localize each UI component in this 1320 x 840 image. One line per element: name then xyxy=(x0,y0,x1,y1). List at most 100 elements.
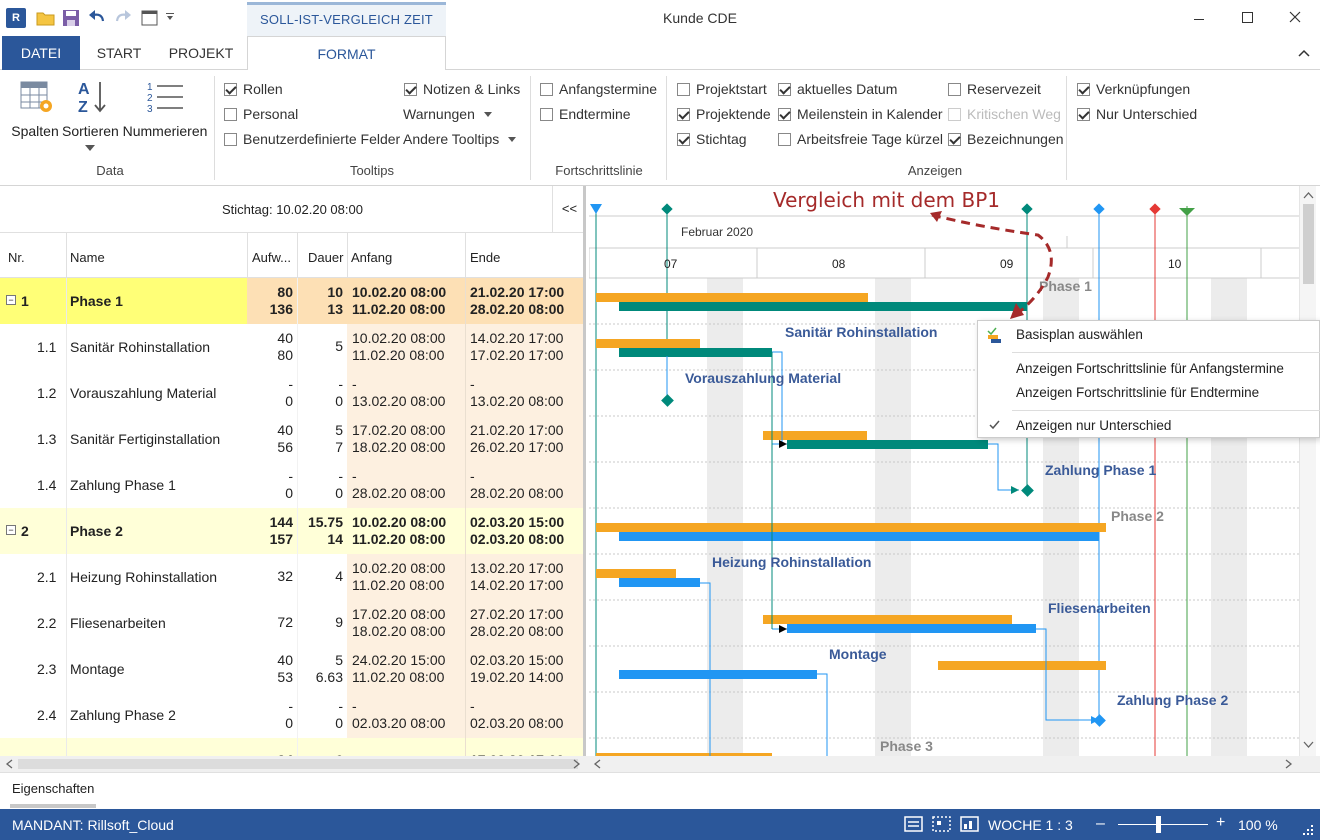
expand-toggle[interactable]: − xyxy=(6,295,16,305)
checkbox-projektstart[interactable]: Projektstart xyxy=(677,79,767,99)
chart-view-icon[interactable] xyxy=(960,815,980,833)
zoom-in-button[interactable]: + xyxy=(1216,814,1226,831)
app-icon[interactable]: R xyxy=(6,8,26,28)
menu-nur-unterschied[interactable]: Anzeigen nur Unterschied xyxy=(1016,418,1172,433)
checkbox-projektende[interactable]: Projektende xyxy=(677,104,771,124)
checkbox-endtermine[interactable]: Endtermine xyxy=(540,104,631,124)
table-row[interactable]: 2.1 Heizung Rohinstallation 32 4 10.02.20 08… xyxy=(0,554,583,600)
dependency-link xyxy=(772,351,783,444)
table-row[interactable]: 2.2 Fliesenarbeiten 72 9 17.02.20 08:00 18.02… xyxy=(0,600,583,646)
horizontal-scrollbar[interactable] xyxy=(0,756,1320,772)
table-row[interactable]: 24 6 17.02.20 17:00 xyxy=(0,738,583,756)
warnungen-dropdown[interactable]: Warnungen xyxy=(403,104,492,124)
col-divider xyxy=(297,462,298,508)
col-divider xyxy=(465,646,466,692)
col-header-dauer[interactable]: Dauer xyxy=(308,250,344,265)
table-row[interactable]: −1 Phase 1 80 136 10 13 10.02.20 08:00 11.02.20… xyxy=(0,278,583,324)
dependency-link xyxy=(988,443,1019,491)
col-header-nr[interactable]: Nr. xyxy=(8,250,25,265)
dauer-plan: 15.75 xyxy=(307,513,343,530)
grid-scroll-track[interactable] xyxy=(18,759,578,769)
col-header-name[interactable]: Name xyxy=(70,250,105,265)
checkbox-rollen[interactable]: Rollen xyxy=(224,79,283,99)
scroll-thumb[interactable] xyxy=(1303,204,1314,284)
save-icon[interactable] xyxy=(62,9,80,27)
spalten-button[interactable]: Spalten xyxy=(10,76,60,146)
cell-name: Montage xyxy=(70,661,125,677)
checkbox-personal[interactable]: Personal xyxy=(224,104,298,124)
minimize-button[interactable] xyxy=(1184,8,1214,28)
dauer-plan: 10 xyxy=(327,283,343,300)
collapse-ribbon-icon[interactable] xyxy=(1298,48,1310,58)
checkbox-bezeichnungen[interactable]: Bezeichnungen xyxy=(948,129,1064,149)
checkbox-anfangstermine[interactable]: Anfangstermine xyxy=(540,79,657,99)
table-row[interactable]: 1.4 Zahlung Phase 1-0-0-28.02.20 08:00-28… xyxy=(0,462,583,508)
expand-toggle[interactable]: − xyxy=(6,525,16,535)
table-row[interactable]: 1.3 Sanitär Fertiginstallation 40 56 5 7 17.02… xyxy=(0,416,583,462)
checkbox-stichtag[interactable]: Stichtag xyxy=(677,129,747,149)
scroll-left-icon[interactable] xyxy=(4,758,16,770)
aufwand-ist: 0 xyxy=(285,484,293,501)
zoom-slider-track[interactable] xyxy=(1118,824,1208,825)
checkbox-verknuepfungen[interactable]: Verknüpfungen xyxy=(1077,79,1190,99)
cell-nr: 1.2 xyxy=(37,385,57,401)
col-header-anfang[interactable]: Anfang xyxy=(351,250,393,265)
nummerieren-button[interactable]: 1 2 3 Nummerieren xyxy=(120,76,210,146)
zoom-out-button[interactable]: – xyxy=(1096,815,1105,832)
scroll-right-icon[interactable] xyxy=(570,758,582,770)
col-header-aufwand[interactable]: Aufw... xyxy=(252,250,292,265)
checkbox-benutzerdefinierte-felder[interactable]: Benutzerdefinierte Felder xyxy=(224,129,400,149)
andere-tooltips-dropdown[interactable]: Andere Tooltips xyxy=(403,129,517,149)
checkbox-arbeitsfreie-tage[interactable]: Arbeitsfreie Tage kürzel xyxy=(778,129,943,149)
close-button[interactable] xyxy=(1280,8,1310,28)
gantt-scroll-left-icon[interactable] xyxy=(592,758,604,770)
properties-tab[interactable]: Eigenschaften xyxy=(12,781,95,796)
zoom-slider-thumb[interactable] xyxy=(1156,816,1161,833)
fortschrittslinie-group-label: Fortschrittslinie xyxy=(555,163,643,178)
status-bar: MANDANT: Rillsoft_Cloud WOCHE 1 : 3 – + … xyxy=(0,809,1320,840)
grid-view-icon[interactable] xyxy=(932,815,952,833)
gantt-scroll-right-icon[interactable] xyxy=(1282,758,1294,770)
menu-fortschritt-anfang[interactable]: Anzeigen Fortschrittslinie für Anfangste… xyxy=(1016,361,1284,376)
sortieren-button[interactable]: A Z Sortieren xyxy=(62,76,119,156)
collapse-grid-button[interactable]: << xyxy=(552,186,583,232)
gantt-label-montage: Montage xyxy=(829,646,887,662)
scroll-down-icon[interactable] xyxy=(1300,738,1317,752)
table-row[interactable]: 1.2 Vorauszahlung Material -0-0-13.02.20 0… xyxy=(0,370,583,416)
tab-start[interactable]: START xyxy=(96,45,142,61)
check-icon xyxy=(989,420,1000,430)
redo-icon[interactable] xyxy=(114,9,132,27)
undo-icon[interactable] xyxy=(88,9,106,27)
open-folder-icon[interactable] xyxy=(36,9,56,27)
menu-fortschritt-ende[interactable]: Anzeigen Fortschrittslinie für Endtermin… xyxy=(1016,385,1260,400)
scroll-up-icon[interactable] xyxy=(1300,188,1317,202)
anfang-plan: - xyxy=(352,375,357,392)
checkbox-meilenstein-in-kalender[interactable]: Meilenstein in Kalender xyxy=(778,104,943,124)
checkbox-anfangstermine-box xyxy=(540,82,553,96)
vertical-scrollbar[interactable] xyxy=(1299,186,1316,756)
menu-basisplan-auswaehlen[interactable]: Basisplan auswählen xyxy=(1016,327,1143,342)
checkbox-kritischen-weg-label: Kritischen Weg xyxy=(967,106,1061,122)
checkbox-aktuelles-datum[interactable]: aktuelles Datum xyxy=(778,79,897,99)
resize-grip-icon[interactable] xyxy=(1300,823,1314,837)
cell-dauer: 5 xyxy=(297,324,347,369)
maximize-button[interactable] xyxy=(1232,8,1262,28)
window-layout-icon[interactable] xyxy=(141,9,159,27)
quick-access-dropdown-icon[interactable] xyxy=(166,13,174,21)
col-divider xyxy=(297,646,298,692)
tab-projekt[interactable]: PROJEKT xyxy=(168,45,234,61)
checkbox-nur-unterschied-label: Nur Unterschied xyxy=(1096,106,1198,122)
table-row[interactable]: 1.1 Sanitär Rohinstallation 40 80 5 10.02.20 … xyxy=(0,324,583,370)
table-row[interactable]: −2 Phase 2 144 157 15.75 14 10.02.20 08:00 11.0… xyxy=(0,508,583,554)
tab-format[interactable]: FORMAT xyxy=(247,36,446,71)
checkbox-nur-unterschied[interactable]: Nur Unterschied xyxy=(1077,104,1197,124)
tab-datei[interactable]: DATEI xyxy=(2,36,80,70)
checkbox-notizen-links[interactable]: Notizen & Links xyxy=(404,79,520,99)
checkbox-reservezeit[interactable]: Reservezeit xyxy=(948,79,1041,99)
link-arrow xyxy=(1011,486,1019,494)
ribbon-tabs: DATEI START PROJEKT FORMAT xyxy=(0,36,1320,71)
col-header-ende[interactable]: Ende xyxy=(470,250,501,265)
view-layout-icon[interactable] xyxy=(904,815,924,833)
table-row[interactable]: 2.4 Zahlung Phase 2-0-0-02.03.20 08:00-02… xyxy=(0,692,583,738)
table-row[interactable]: 2.3 Montage 40 53 5 6.63 24.02.20 15:00 11.02.2… xyxy=(0,646,583,692)
